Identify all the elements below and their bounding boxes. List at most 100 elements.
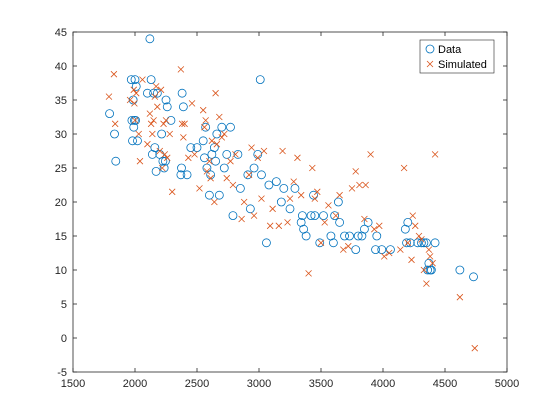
simulated-point — [352, 168, 360, 175]
data-point — [285, 204, 295, 214]
x-tick-label: 1500 — [61, 378, 85, 390]
data-point — [430, 238, 440, 248]
simulated-point — [245, 171, 253, 179]
data-point — [133, 136, 142, 146]
data-point — [319, 211, 328, 221]
simulated-point — [290, 178, 298, 185]
simulated-point — [232, 151, 239, 158]
y-tick-label: 45 — [55, 27, 67, 39]
y-tick-label: -5 — [57, 367, 67, 379]
simulated-point — [400, 164, 408, 172]
simulated-point — [431, 151, 439, 158]
x-axis: 1500 2000 2500 3000 3500 4000 4500 5000 — [61, 32, 519, 390]
simulated-point — [385, 249, 393, 257]
data-point — [243, 170, 253, 180]
data-point — [299, 224, 309, 234]
simulated-point — [218, 134, 226, 141]
simulated-point — [284, 219, 291, 226]
data-point — [186, 143, 196, 153]
data-point — [158, 156, 168, 166]
data-point — [264, 180, 274, 190]
data-point — [328, 238, 338, 248]
simulated-point — [425, 246, 433, 253]
data-point — [226, 122, 235, 132]
simulated-point — [429, 259, 436, 267]
data-point — [290, 183, 300, 193]
data-point — [214, 190, 224, 200]
data-point — [419, 238, 429, 248]
simulated-point — [317, 239, 325, 247]
data-point — [353, 231, 363, 241]
data-point — [129, 122, 139, 132]
simulated-point — [266, 222, 274, 230]
legend-marker-simulated — [426, 60, 434, 68]
simulated-point — [135, 130, 143, 138]
data-point — [147, 149, 157, 159]
simulated-point — [423, 280, 430, 287]
simulated-point — [456, 293, 464, 301]
data-point — [128, 136, 137, 146]
simulated-point — [332, 212, 340, 219]
simulated-point — [147, 120, 155, 128]
simulated-point — [361, 215, 368, 223]
legend-label-data: Data — [438, 44, 462, 56]
simulated-point — [131, 100, 138, 107]
data-point — [206, 170, 216, 180]
simulated-point — [157, 86, 165, 94]
data-point — [198, 136, 208, 146]
simulated-point — [151, 93, 159, 100]
data-point — [400, 224, 410, 234]
y-tick-label: 15 — [55, 231, 67, 243]
x-tick-label: 3000 — [247, 378, 271, 390]
simulated-point — [279, 147, 286, 155]
simulated-point — [188, 100, 196, 107]
data-point — [159, 163, 169, 173]
simulated-point — [250, 212, 258, 219]
simulated-point — [199, 106, 207, 114]
simulated-point — [181, 120, 188, 128]
data-point — [326, 231, 336, 241]
data-point — [335, 217, 345, 227]
data-point — [157, 129, 167, 139]
simulated-point — [203, 168, 211, 175]
data-point — [151, 166, 161, 176]
data-point — [182, 170, 192, 180]
y-tick-label: 20 — [55, 197, 67, 209]
y-tick-label: 25 — [55, 163, 67, 175]
simulated-point — [286, 195, 294, 202]
data-point — [111, 156, 121, 166]
simulated-point — [132, 89, 140, 97]
simulated-point — [325, 202, 332, 209]
data-point — [105, 109, 114, 118]
data-point — [228, 211, 238, 221]
y-tick-label: 40 — [55, 61, 67, 73]
simulated-point — [297, 191, 305, 199]
simulated-point — [216, 113, 223, 121]
x-tick-label: 2000 — [123, 378, 147, 390]
data-point — [371, 245, 380, 255]
simulated-point — [110, 70, 118, 78]
simulated-point — [309, 164, 316, 172]
data-point — [233, 149, 243, 159]
simulated-point — [207, 174, 214, 182]
simulated-point — [248, 144, 255, 151]
simulated-point — [321, 219, 329, 226]
simulated-point — [131, 117, 139, 124]
simulated-point — [404, 239, 412, 247]
y-tick-label: 30 — [55, 129, 67, 141]
simulated-point — [178, 120, 186, 128]
simulated-point — [348, 185, 356, 192]
data-point — [222, 149, 232, 159]
data-point — [357, 231, 367, 241]
simulated-point — [223, 174, 231, 182]
data-point — [130, 75, 140, 84]
simulated-point — [105, 93, 113, 100]
simulated-point — [212, 89, 219, 97]
simulated-point — [136, 157, 144, 165]
data-point — [200, 153, 209, 163]
simulated-point — [202, 117, 209, 124]
data-point — [127, 116, 137, 125]
simulated-point — [166, 130, 174, 138]
data-point — [162, 102, 172, 112]
data-point — [279, 183, 289, 193]
